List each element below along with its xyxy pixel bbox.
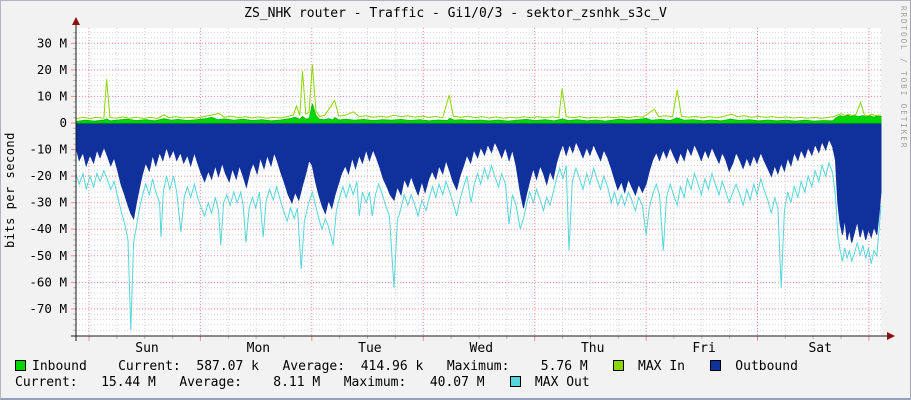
svg-text:10 M: 10 M [37, 88, 67, 103]
outbound-swatch-icon [710, 360, 722, 371]
svg-text:30 M: 30 M [37, 35, 67, 50]
svg-text:-30 M: -30 M [29, 195, 67, 210]
svg-text:0: 0 [59, 115, 67, 130]
svg-text:Sat: Sat [808, 341, 831, 355]
svg-text:Mon: Mon [247, 341, 270, 355]
svg-text:Fri: Fri [692, 341, 715, 355]
max-in-swatch-icon [613, 360, 625, 371]
legend-row-2: Current: 15.44 M Average: 8.11 M Maximum… [15, 376, 590, 390]
svg-text:Tue: Tue [358, 341, 382, 355]
svg-text:-50 M: -50 M [29, 248, 67, 263]
max-out-label: MAX Out [527, 375, 590, 390]
legend-row-1: Inbound Current: 587.07 k Average: 414.9… [15, 360, 798, 374]
svg-text:20 M: 20 M [37, 62, 67, 77]
outbound-label: Outbound [727, 359, 798, 374]
traffic-chart-svg: 30 M 20 M 10 M 0 -10 M -20 M -30 M -40 M -50 M -6… [29, 17, 895, 355]
svg-text:-10 M: -10 M [29, 142, 67, 157]
inbound-swatch-icon [15, 360, 26, 371]
outbound-stats: Current: 15.44 M Average: 8.11 M Maximum… [15, 375, 509, 390]
svg-text:-60 M: -60 M [29, 274, 67, 289]
svg-text:-40 M: -40 M [29, 221, 67, 236]
svg-text:Thu: Thu [581, 341, 604, 355]
rrdtool-watermark: RRDTOOL / TOBI OETIKER [899, 6, 908, 150]
svg-text:-70 M: -70 M [29, 301, 67, 316]
max-out-swatch-icon [510, 376, 522, 387]
svg-text:Wed: Wed [470, 341, 493, 355]
max-in-label: MAX In [630, 359, 709, 374]
svg-text:Sun: Sun [135, 341, 158, 355]
chart-title: ZS_NHK router - Traffic - Gi1/0/3 - sekt… [244, 6, 667, 21]
inbound-stats: Current: 587.07 k Average: 414.96 k Maxi… [86, 359, 612, 374]
svg-text:-20 M: -20 M [29, 168, 67, 183]
inbound-label: Inbound [32, 359, 87, 374]
